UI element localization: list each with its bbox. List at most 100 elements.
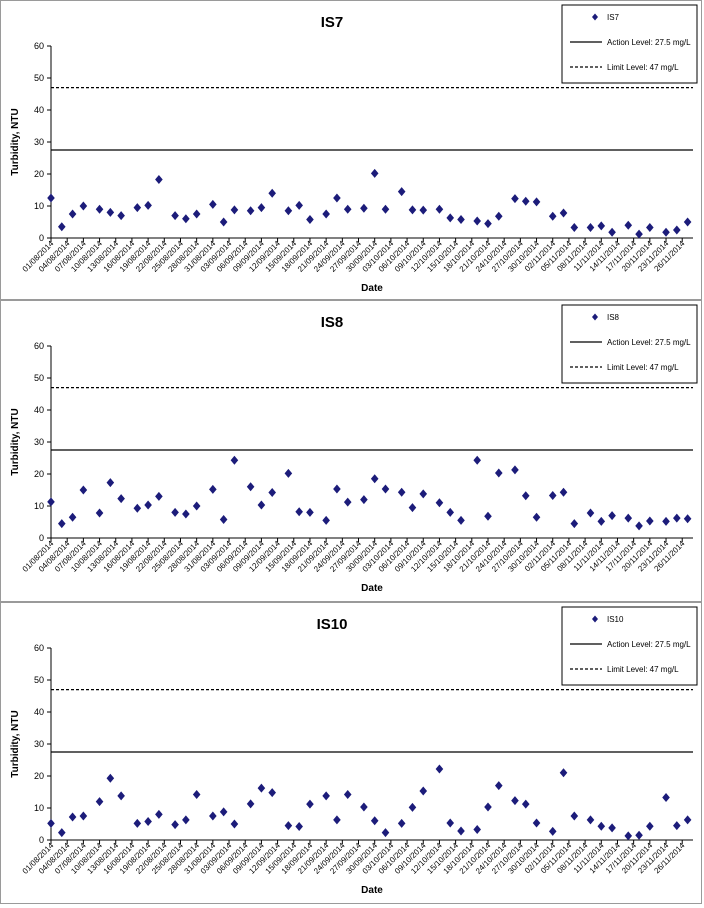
y-axis-label: Turbidity, NTU [10, 408, 21, 475]
data-point [79, 201, 88, 211]
data-point [79, 811, 88, 821]
y-tick-label: 30 [34, 739, 44, 749]
data-point [473, 216, 482, 226]
data-point [494, 781, 503, 791]
x-axis-label: Date [361, 885, 383, 896]
data-point [624, 831, 633, 841]
y-tick-label: 40 [34, 405, 44, 415]
x-axis-label: Date [361, 283, 383, 294]
chart-title: IS8 [321, 314, 344, 331]
data-point [57, 519, 66, 529]
data-point [209, 199, 217, 209]
data-point [521, 491, 530, 501]
data-point [548, 826, 557, 836]
chart-panel-is10: IS10 Turbidity, NTU 0 10 20 30 40 50 60 01/08/201… [0, 602, 702, 904]
data-point [47, 818, 55, 828]
data-point [343, 497, 352, 507]
data-point [106, 478, 115, 488]
data-point [322, 515, 330, 525]
data-point [182, 214, 190, 224]
data-point [333, 484, 341, 494]
data-point [484, 511, 492, 521]
data-point [457, 826, 465, 836]
data-point [683, 514, 692, 524]
data-point [95, 204, 104, 214]
y-tick-label: 50 [34, 373, 44, 383]
data-point [219, 217, 228, 227]
y-axis-label: Turbidity, NTU [10, 108, 21, 175]
chart-title: IS7 [321, 14, 344, 31]
legend-marker [592, 313, 598, 321]
data-point [624, 513, 633, 523]
data-point [419, 489, 428, 499]
data-point [381, 484, 390, 494]
chart-title: IS10 [317, 616, 348, 633]
data-point [683, 815, 692, 825]
data-point [381, 828, 390, 838]
data-point [230, 455, 239, 465]
chart-panel-is8: IS8 Turbidity, NTU 0 10 20 30 40 50 60 01/08/2014… [0, 300, 702, 602]
data-point [295, 507, 303, 517]
y-tick-label: 10 [34, 803, 44, 813]
data-point [419, 786, 428, 796]
data-point [397, 187, 406, 197]
data-point [360, 802, 368, 812]
data-point [446, 507, 455, 517]
data-point [646, 516, 654, 526]
data-point [117, 211, 125, 221]
data-point [521, 799, 530, 809]
chart-panel-is7: IS7 Turbidity, NTU 0 10 20 30 40 50 60 01/08/2014… [0, 0, 702, 300]
data-point [408, 802, 417, 812]
legend-box [561, 4, 698, 84]
legend-label: IS10 [607, 615, 624, 624]
data-point [597, 516, 606, 526]
data-point [435, 764, 444, 774]
data-point [268, 488, 276, 498]
legend-label: Action Level: 27.5 mg/L [607, 38, 691, 47]
data-point [397, 818, 406, 828]
data-point [268, 788, 276, 798]
data-point [95, 797, 104, 807]
data-point [284, 468, 293, 478]
data-point [435, 204, 444, 214]
data-point [484, 219, 492, 229]
data-point [192, 209, 201, 219]
data-point [473, 824, 482, 834]
data-point [192, 790, 201, 800]
data-point [209, 484, 217, 494]
data-point [446, 818, 455, 828]
y-tick-label: 0 [39, 233, 44, 243]
data-point [370, 168, 379, 178]
data-point [646, 821, 654, 831]
data-point [333, 193, 341, 203]
data-point [673, 225, 681, 235]
data-point [68, 812, 77, 822]
data-point [360, 203, 368, 213]
data-point [209, 811, 217, 821]
data-point [257, 203, 266, 213]
data-point [662, 227, 670, 237]
data-point [295, 200, 303, 210]
data-point [521, 196, 530, 206]
data-point [570, 519, 579, 529]
data-point [559, 208, 568, 218]
data-point [117, 791, 125, 801]
data-point [532, 512, 541, 522]
data-point [370, 816, 379, 826]
y-tick-label: 40 [34, 105, 44, 115]
data-point [532, 197, 541, 207]
data-point [624, 220, 633, 230]
legend-marker [592, 13, 598, 21]
data-point [57, 828, 66, 838]
data-point [343, 204, 352, 214]
data-point [47, 193, 55, 203]
data-point [511, 796, 519, 806]
data-point [586, 508, 595, 518]
legend-label: Action Level: 27.5 mg/L [607, 338, 691, 347]
data-point [230, 819, 239, 829]
data-point [171, 507, 179, 517]
y-tick-label: 50 [34, 73, 44, 83]
